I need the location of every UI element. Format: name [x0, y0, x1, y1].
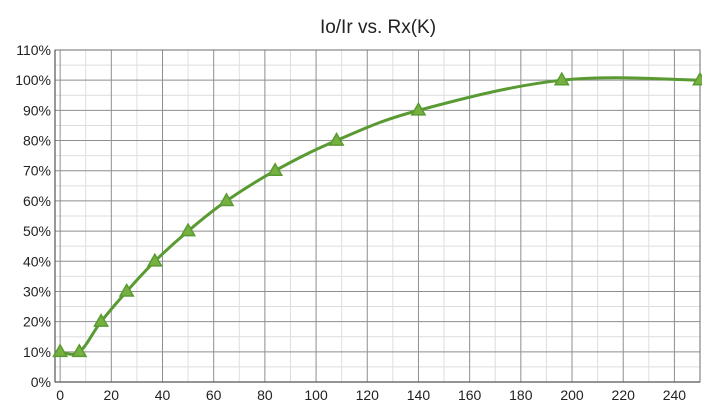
- y-tick-label: 40%: [23, 253, 51, 269]
- data-point-marker: [52, 343, 69, 358]
- x-tick-label: 220: [612, 387, 636, 403]
- x-tick-label: 100: [304, 387, 328, 403]
- data-point-marker: [553, 71, 570, 86]
- x-tick-label: 200: [560, 387, 584, 403]
- data-point-marker: [118, 282, 135, 297]
- y-tick-label: 90%: [23, 102, 51, 118]
- y-tick-label: 0%: [31, 374, 51, 390]
- data-point-marker: [410, 101, 427, 116]
- y-tick-label: 50%: [23, 223, 51, 239]
- x-tick-label: 40: [155, 387, 171, 403]
- y-tick-label: 30%: [23, 283, 51, 299]
- data-point-marker: [267, 162, 284, 177]
- data-point-marker: [71, 343, 88, 358]
- x-tick-label: 120: [356, 387, 380, 403]
- data-point-marker: [218, 192, 235, 207]
- y-tick-label: 110%: [16, 42, 51, 58]
- x-tick-label: 0: [56, 387, 64, 403]
- y-tick-label: 20%: [23, 314, 51, 330]
- x-tick-label: 20: [104, 387, 120, 403]
- x-tick-label: 140: [407, 387, 431, 403]
- x-tick-label: 240: [663, 387, 687, 403]
- data-point-marker: [93, 313, 110, 327]
- tick-labels: 0% 10% 20% 30% 40% 50% 60% 70% 80% 90% 100% 110% 0 20…: [15, 42, 686, 403]
- data-point-marker: [328, 132, 345, 146]
- y-tick-label: 100%: [15, 72, 51, 88]
- x-tick-label: 60: [206, 387, 222, 403]
- x-tick-label: 160: [458, 387, 482, 403]
- x-tick-label: 80: [257, 387, 273, 403]
- axes: [54, 49, 701, 383]
- y-tick-label: 80%: [23, 133, 51, 149]
- y-tick-label: 70%: [23, 163, 51, 179]
- y-tick-label: 60%: [23, 193, 51, 209]
- data-point-marker: [692, 71, 702, 86]
- y-tick-label: 10%: [23, 344, 51, 360]
- data-point-marker: [180, 222, 197, 237]
- x-tick-label: 180: [509, 387, 533, 403]
- data-point-marker: [146, 252, 163, 267]
- markers: [52, 71, 702, 358]
- chart-title: Io/Ir vs. Rx(K): [320, 17, 436, 38]
- grid: [55, 49, 701, 383]
